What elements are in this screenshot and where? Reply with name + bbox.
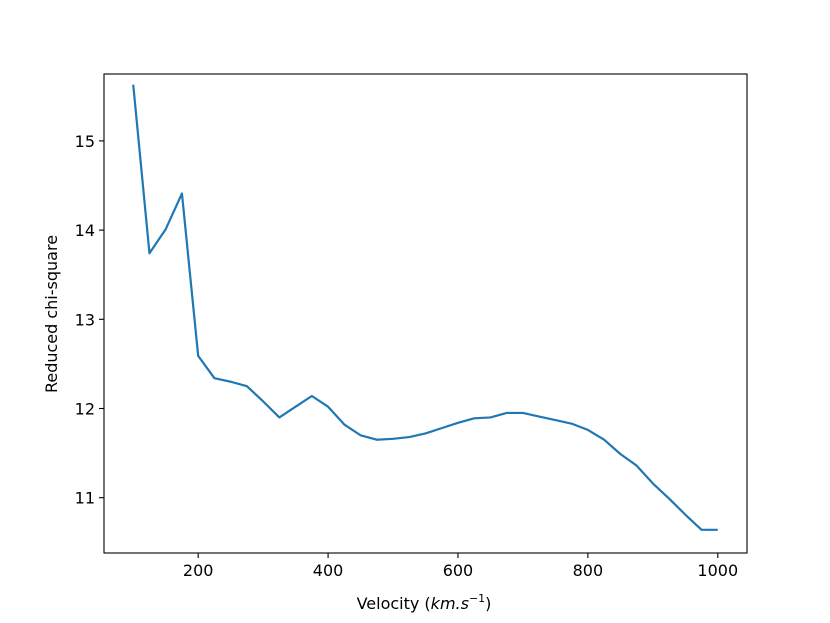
x-tick-label: 400 (313, 561, 344, 580)
y-tick-label: 12 (75, 399, 95, 418)
plot-area (132, 84, 718, 531)
y-tick-label: 14 (75, 221, 95, 240)
y-tick-label: 13 (75, 310, 95, 329)
x-tick-label: 800 (573, 561, 604, 580)
y-tick-label: 11 (75, 489, 95, 508)
x-tick-label: 1000 (697, 561, 738, 580)
x-tick-label: 200 (183, 561, 214, 580)
x-tick-label: 600 (443, 561, 474, 580)
axes: 200 400 600 800 1000 11 12 13 14 15 (75, 73, 748, 580)
y-axis-label: Reduced chi-square (42, 235, 61, 393)
series-line-1 (132, 84, 718, 531)
x-axis-label: Velocity (km.s−1) (357, 592, 492, 613)
y-tick-label: 15 (75, 132, 95, 151)
axes-frame (103, 73, 748, 554)
